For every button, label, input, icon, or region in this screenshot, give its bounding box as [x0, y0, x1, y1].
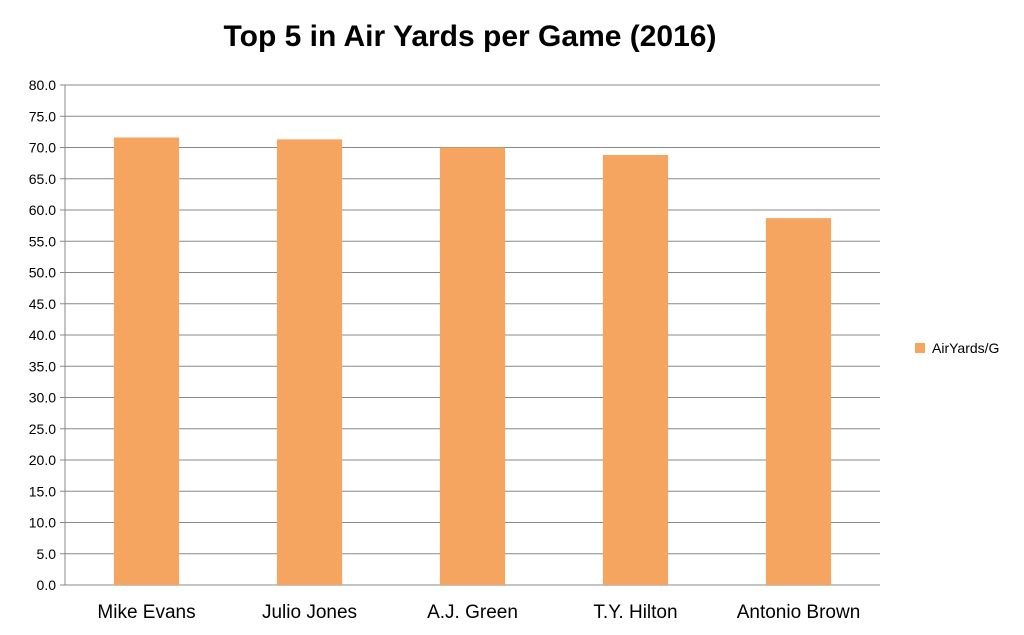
- legend-label: AirYards/G: [932, 340, 1000, 356]
- y-tick-label: 60.0: [29, 202, 56, 218]
- bar: [276, 139, 343, 585]
- y-tick-label: 25.0: [29, 421, 56, 437]
- bar: [439, 147, 506, 585]
- y-tick-label: 35.0: [29, 358, 56, 374]
- bar: [765, 218, 832, 585]
- y-tick-label: 20.0: [29, 452, 56, 468]
- x-tick-label: Antonio Brown: [737, 602, 861, 623]
- y-tick-label: 10.0: [29, 515, 56, 531]
- y-tick-label: 45.0: [29, 296, 56, 312]
- y-tick-label: 50.0: [29, 265, 56, 281]
- y-tick-label: 65.0: [29, 171, 56, 187]
- x-tick-label: Mike Evans: [97, 602, 195, 623]
- y-tick-label: 75.0: [29, 108, 56, 124]
- y-tick-label: 30.0: [29, 390, 56, 406]
- y-tick-label: 55.0: [29, 233, 56, 249]
- y-tick-label: 70.0: [29, 140, 56, 156]
- x-tick-label: T.Y. Hilton: [593, 602, 677, 623]
- x-tick-label: Julio Jones: [262, 602, 357, 623]
- y-tick-label: 5.0: [37, 546, 57, 562]
- chart-title: Top 5 in Air Yards per Game (2016): [223, 20, 717, 53]
- legend: AirYards/G: [915, 340, 999, 356]
- y-tick-label: 80.0: [29, 77, 56, 93]
- y-tick-label: 15.0: [29, 483, 56, 499]
- y-tick-label: 40.0: [29, 327, 56, 343]
- y-tick-label: 0.0: [37, 577, 57, 593]
- legend-swatch: [915, 343, 925, 353]
- bar: [113, 137, 180, 585]
- x-tick-label: A.J. Green: [427, 602, 518, 623]
- bar: [602, 155, 669, 585]
